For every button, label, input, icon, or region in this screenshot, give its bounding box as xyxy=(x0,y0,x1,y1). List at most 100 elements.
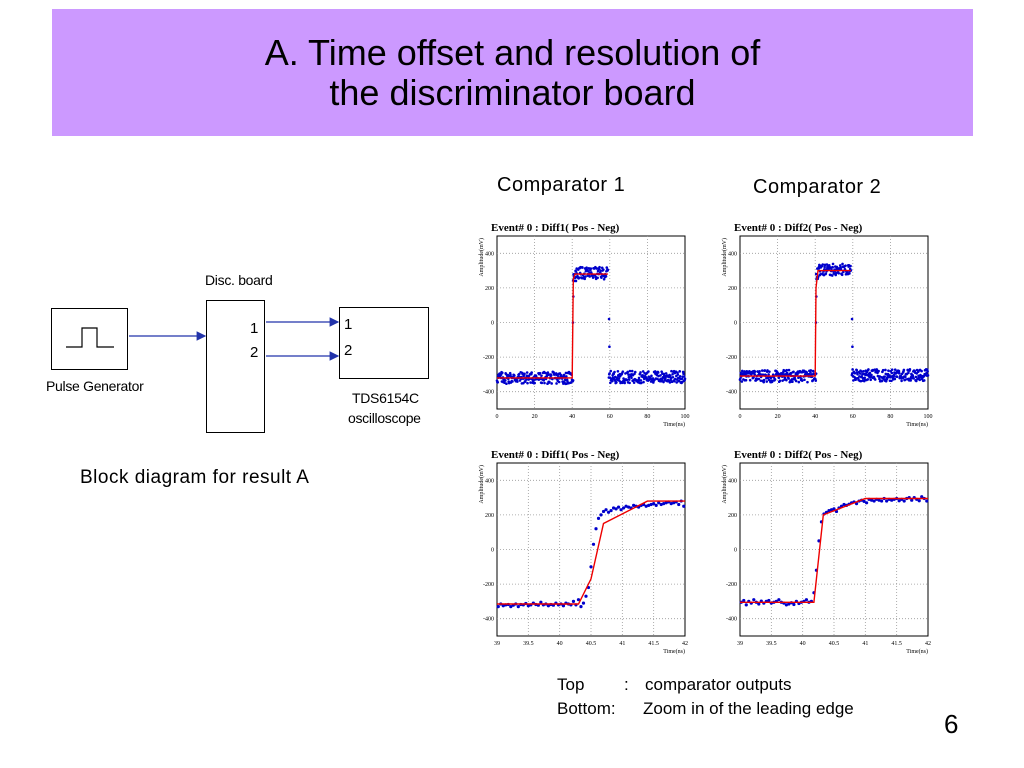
data-point xyxy=(677,502,681,507)
data-point xyxy=(920,369,923,373)
data-point xyxy=(657,501,661,505)
data-point xyxy=(664,501,668,505)
data-point xyxy=(571,599,576,603)
data-point xyxy=(604,508,608,512)
data-point xyxy=(870,498,874,502)
data-point xyxy=(867,368,870,371)
data-point xyxy=(628,369,632,373)
note-bottom-label: Bottom: xyxy=(557,699,616,718)
data-point xyxy=(677,379,681,383)
data-point xyxy=(793,377,797,381)
data-point xyxy=(851,345,854,349)
data-point xyxy=(509,373,512,377)
x-axis-label: Time(ns) xyxy=(663,648,685,655)
data-point xyxy=(824,272,828,275)
x-tick-label: 39 xyxy=(494,641,500,647)
data-point xyxy=(777,598,781,602)
data-point xyxy=(922,375,926,378)
data-point xyxy=(619,508,623,512)
data-point xyxy=(926,374,930,377)
data-point xyxy=(660,378,664,382)
data-point xyxy=(890,371,894,375)
data-point xyxy=(602,277,606,281)
data-point xyxy=(522,381,525,385)
data-point xyxy=(777,376,781,380)
data-point xyxy=(609,508,613,513)
pulse-icon xyxy=(66,327,114,348)
data-point xyxy=(615,381,618,384)
data-point xyxy=(601,509,606,514)
data-point xyxy=(546,371,550,374)
y-axis-label: Amplitude(mV) xyxy=(478,238,485,277)
data-point xyxy=(842,502,846,507)
data-point xyxy=(647,503,651,507)
data-point xyxy=(787,368,791,372)
comparator-1-caption: Comparator 1 xyxy=(497,174,626,196)
x-axis-label: Time(ns) xyxy=(906,648,928,655)
data-point xyxy=(550,382,553,385)
data-point xyxy=(581,601,586,605)
data-point xyxy=(870,373,873,377)
data-point xyxy=(617,377,621,380)
data-point xyxy=(682,372,685,376)
oscilloscope-type-label: oscilloscope xyxy=(348,410,421,426)
data-point xyxy=(591,542,596,546)
data-point xyxy=(791,380,794,384)
data-point xyxy=(897,499,901,503)
x-tick-label: 42 xyxy=(682,641,688,647)
data-point xyxy=(596,516,601,520)
data-point xyxy=(616,370,620,373)
data-point xyxy=(829,508,834,512)
data-point xyxy=(579,604,583,609)
data-point xyxy=(656,371,660,374)
data-point xyxy=(576,598,581,602)
data-point xyxy=(806,380,809,384)
data-point xyxy=(784,603,788,607)
data-point xyxy=(584,594,588,598)
data-point xyxy=(627,373,630,376)
data-point xyxy=(652,502,656,506)
data-point xyxy=(614,507,618,511)
data-point xyxy=(533,381,536,385)
data-point xyxy=(878,377,881,381)
data-point xyxy=(496,604,500,609)
data-point xyxy=(769,376,773,380)
data-point xyxy=(809,369,813,372)
data-point xyxy=(516,380,519,383)
data-point xyxy=(862,499,866,504)
scope-port-1: 1 xyxy=(344,316,353,333)
data-point xyxy=(548,380,551,384)
data-point xyxy=(831,265,834,269)
data-point xyxy=(850,317,854,321)
data-point xyxy=(832,272,836,275)
data-point xyxy=(910,498,914,502)
data-point xyxy=(639,379,643,382)
disc-board-box xyxy=(206,300,265,433)
data-point xyxy=(898,372,901,375)
data-point xyxy=(765,380,769,383)
data-point xyxy=(842,270,845,274)
data-point xyxy=(644,504,648,508)
data-point xyxy=(856,372,859,376)
data-point xyxy=(564,371,568,375)
data-point xyxy=(773,378,777,381)
x-tick-label: 41 xyxy=(619,641,625,647)
disc-board-label: Disc. board xyxy=(205,272,273,288)
data-point xyxy=(797,380,801,384)
slide-title-line2: the discriminator board xyxy=(329,72,696,113)
x-axis-label: Time(ns) xyxy=(663,421,685,428)
data-point xyxy=(792,370,795,374)
y-axis-label: Amplitude(mV) xyxy=(721,465,728,504)
data-point xyxy=(606,268,610,272)
data-point xyxy=(627,505,631,509)
y-tick-label: -200 xyxy=(483,582,494,588)
data-point xyxy=(632,503,636,507)
data-point xyxy=(599,513,603,517)
data-point xyxy=(785,378,788,382)
x-tick-label: 42 xyxy=(925,641,931,647)
data-point xyxy=(621,506,626,510)
data-point xyxy=(841,262,844,266)
data-point xyxy=(587,267,591,270)
fit-line xyxy=(740,269,851,377)
data-point xyxy=(664,372,668,375)
